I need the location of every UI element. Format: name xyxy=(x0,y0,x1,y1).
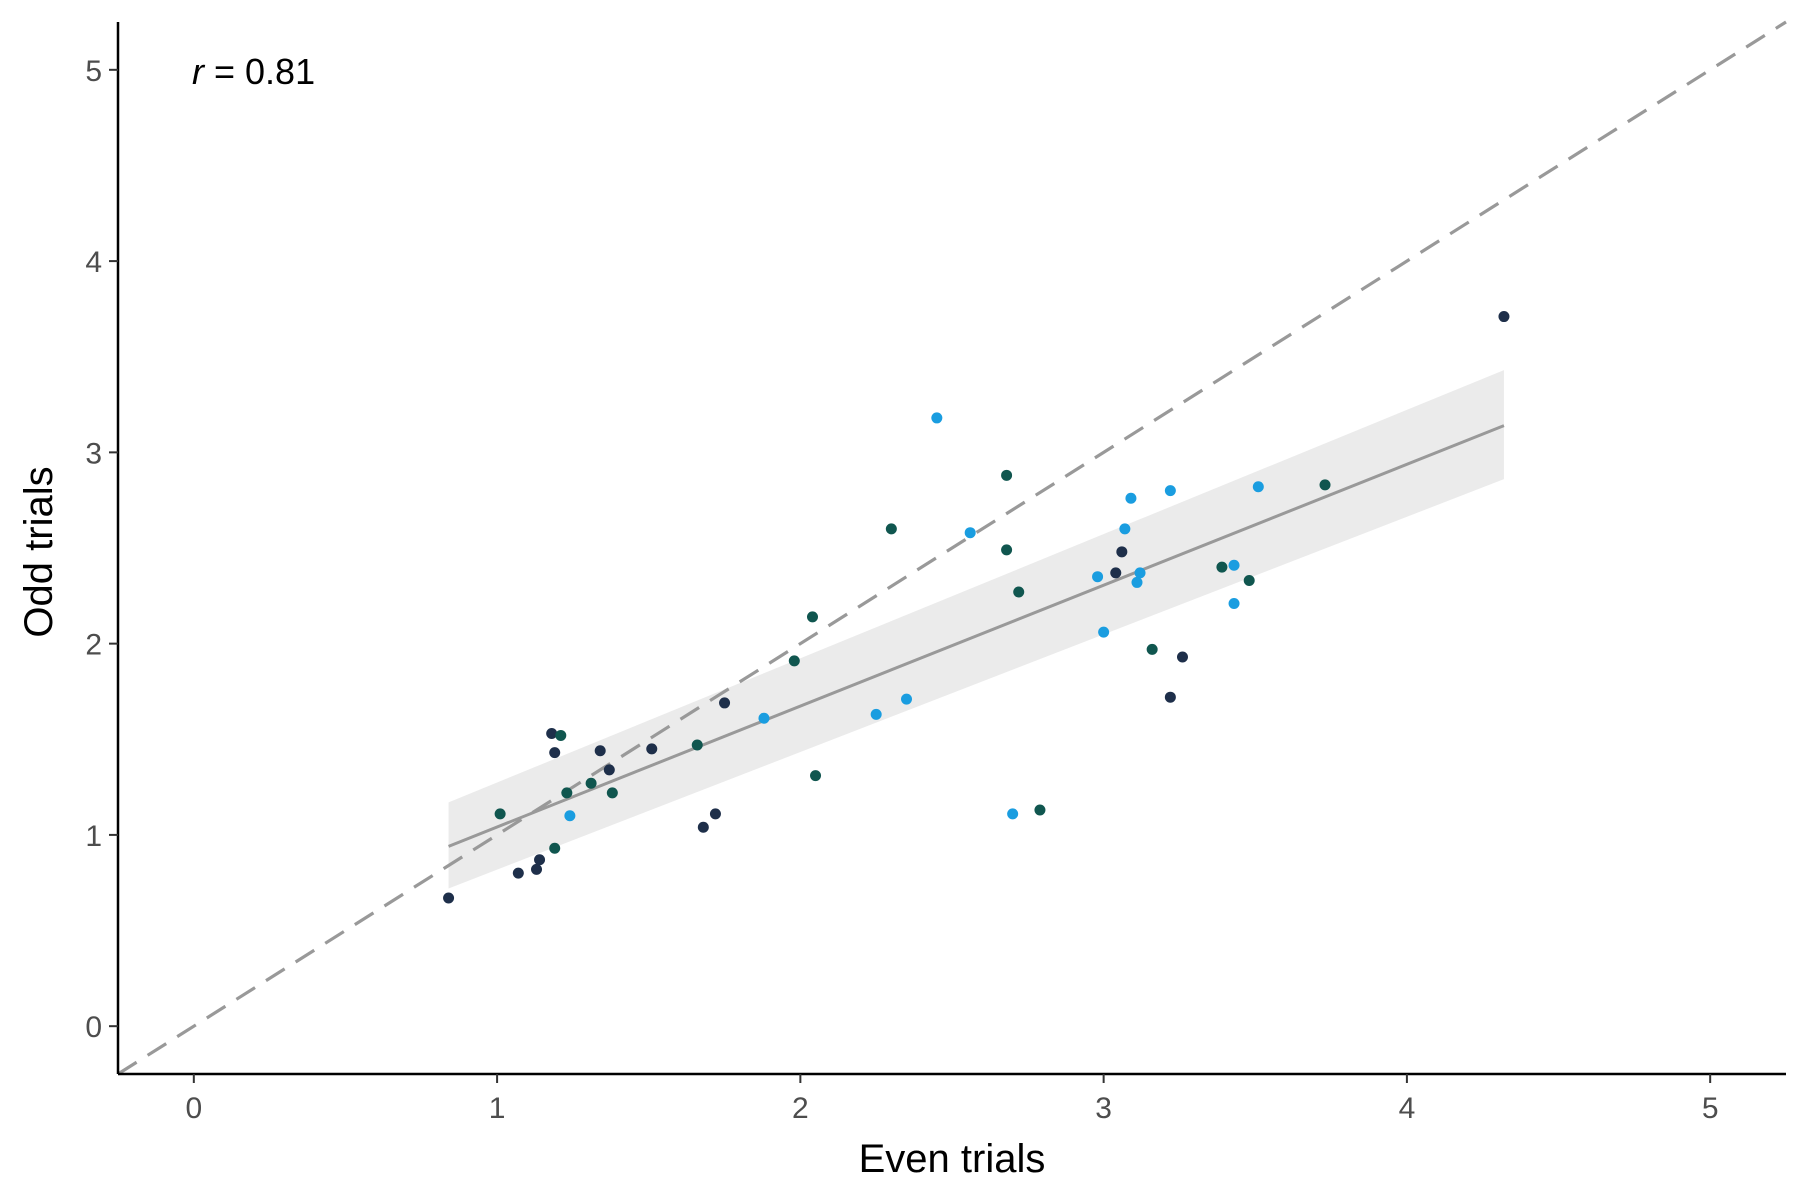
y-tick-label-4: 4 xyxy=(85,246,102,279)
data-point-50 xyxy=(1243,575,1255,587)
data-point-10 xyxy=(561,787,573,799)
data-point-23 xyxy=(806,611,818,623)
data-point-2 xyxy=(494,808,506,820)
data-point-34 xyxy=(1034,804,1046,816)
data-point-14 xyxy=(603,764,615,776)
data-point-15 xyxy=(606,787,618,799)
data-point-7 xyxy=(549,842,561,854)
y-tick-label-5: 5 xyxy=(85,55,102,88)
x-tick-label-4: 4 xyxy=(1399,1092,1416,1125)
axes-layer: 0 1 2 3 4 5 0 1 2 3 4 5 xyxy=(85,22,1786,1125)
data-point-32 xyxy=(1007,808,1019,820)
y-tick-label-1: 1 xyxy=(85,820,102,853)
data-point-17 xyxy=(691,739,703,751)
data-point-24 xyxy=(810,770,822,782)
confidence-band xyxy=(448,370,1504,889)
x-tick-label-5: 5 xyxy=(1702,1092,1719,1125)
data-point-48 xyxy=(1228,559,1240,571)
x-tick-label-1: 1 xyxy=(489,1092,506,1125)
x-axis-title: Even trials xyxy=(859,1137,1046,1181)
data-point-37 xyxy=(1110,567,1122,579)
data-point-28 xyxy=(931,412,943,424)
data-point-49 xyxy=(1228,597,1240,609)
y-tick-label-0: 0 xyxy=(85,1011,102,1044)
x-tick-label-2: 2 xyxy=(792,1092,809,1125)
data-point-42 xyxy=(1134,567,1146,579)
data-point-18 xyxy=(697,821,709,833)
data-point-16 xyxy=(646,743,658,755)
data-point-4 xyxy=(531,863,543,875)
data-point-6 xyxy=(546,728,558,740)
data-point-39 xyxy=(1119,523,1131,535)
y-axis-title: Odd trials xyxy=(17,466,61,637)
data-point-29 xyxy=(964,527,976,539)
data-point-35 xyxy=(1092,571,1104,583)
data-point-11 xyxy=(564,810,576,822)
data-point-22 xyxy=(788,655,800,667)
data-point-8 xyxy=(549,747,561,759)
data-point-41 xyxy=(1131,576,1143,588)
correlation-value: = 0.81 xyxy=(204,51,315,92)
data-point-19 xyxy=(709,808,721,820)
confidence-band-layer xyxy=(448,370,1504,889)
data-point-3 xyxy=(512,867,524,879)
data-point-31 xyxy=(1001,469,1013,481)
data-point-53 xyxy=(1498,311,1510,323)
data-points-layer xyxy=(443,311,1510,904)
data-point-1 xyxy=(443,892,455,904)
data-point-47 xyxy=(1216,561,1228,573)
data-point-45 xyxy=(1164,691,1176,703)
identity-line xyxy=(117,20,1787,1076)
correlation-annotation: r = 0.81 xyxy=(192,51,315,92)
x-tick-label-0: 0 xyxy=(185,1092,202,1125)
data-point-30 xyxy=(1001,544,1013,556)
x-tick-label-3: 3 xyxy=(1095,1092,1112,1125)
data-point-25 xyxy=(870,708,882,720)
data-point-40 xyxy=(1125,492,1137,504)
data-point-52 xyxy=(1319,479,1331,491)
data-point-12 xyxy=(585,777,597,789)
regression-line xyxy=(448,424,1505,848)
data-point-5 xyxy=(534,854,546,866)
y-tick-label-3: 3 xyxy=(85,437,102,470)
data-point-27 xyxy=(901,693,913,705)
data-point-51 xyxy=(1252,481,1264,493)
data-point-44 xyxy=(1164,485,1176,497)
data-point-21 xyxy=(758,712,770,724)
data-point-26 xyxy=(885,523,897,535)
data-point-20 xyxy=(719,697,731,709)
data-point-46 xyxy=(1176,651,1188,663)
y-tick-label-2: 2 xyxy=(85,629,102,662)
reference-lines-layer xyxy=(117,20,1787,1076)
data-point-9 xyxy=(555,729,567,741)
correlation-symbol: r xyxy=(192,51,206,92)
data-point-36 xyxy=(1098,626,1110,638)
data-point-38 xyxy=(1116,546,1128,558)
data-point-13 xyxy=(594,745,606,757)
data-point-43 xyxy=(1146,643,1158,655)
data-point-33 xyxy=(1013,586,1025,598)
